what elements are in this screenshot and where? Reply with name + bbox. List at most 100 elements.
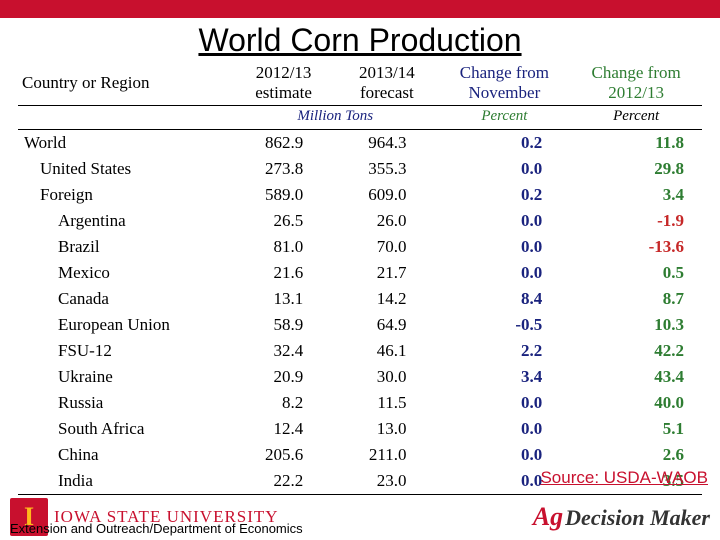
cell-forecast: 30.0: [335, 364, 438, 390]
cell-forecast: 609.0: [335, 182, 438, 208]
cell-forecast: 70.0: [335, 234, 438, 260]
cell-estimate: 21.6: [232, 260, 335, 286]
cell-name: Argentina: [18, 208, 232, 234]
cell-change-yr: 0.5: [570, 260, 702, 286]
cell-forecast: 11.5: [335, 390, 438, 416]
cell-change-nov: 0.2: [439, 130, 571, 157]
units-pct-nov: Percent: [439, 106, 571, 130]
source-label: Source: USDA-WAOB: [540, 468, 708, 488]
cell-estimate: 273.8: [232, 156, 335, 182]
footer-department: Extension and Outreach/Department of Eco…: [10, 521, 303, 536]
cell-change-yr: 2.6: [570, 442, 702, 468]
cell-forecast: 211.0: [335, 442, 438, 468]
cell-forecast: 14.2: [335, 286, 438, 312]
cell-estimate: 26.5: [232, 208, 335, 234]
cell-change-nov: -0.5: [439, 312, 571, 338]
table-row: United States273.8355.30.029.8: [18, 156, 702, 182]
table-row: Russia8.211.50.040.0: [18, 390, 702, 416]
cell-name: World: [18, 130, 232, 157]
units-row: Million Tons Percent Percent: [18, 106, 702, 130]
cell-change-yr: 8.7: [570, 286, 702, 312]
cell-change-yr: 40.0: [570, 390, 702, 416]
units-tons: Million Tons: [232, 106, 439, 130]
cell-forecast: 355.3: [335, 156, 438, 182]
page-title: World Corn Production: [0, 22, 720, 59]
cell-name: European Union: [18, 312, 232, 338]
cell-name: South Africa: [18, 416, 232, 442]
cell-name: Brazil: [18, 234, 232, 260]
cell-change-yr: 42.2: [570, 338, 702, 364]
cell-estimate: 22.2: [232, 468, 335, 495]
table-row: Foreign589.0609.00.23.4: [18, 182, 702, 208]
cell-change-nov: 8.4: [439, 286, 571, 312]
table-row: European Union58.964.9-0.510.3: [18, 312, 702, 338]
ag-decision-maker-logo: Ag Decision Maker: [533, 502, 710, 532]
table-row: Canada13.114.28.48.7: [18, 286, 702, 312]
cell-change-nov: 0.0: [439, 442, 571, 468]
cell-change-nov: 0.0: [439, 234, 571, 260]
table-row: FSU-1232.446.12.242.2: [18, 338, 702, 364]
header-change-yr: Change from 2012/13: [570, 61, 702, 106]
cell-name: Canada: [18, 286, 232, 312]
cell-estimate: 862.9: [232, 130, 335, 157]
cell-estimate: 205.6: [232, 442, 335, 468]
cell-estimate: 8.2: [232, 390, 335, 416]
cell-change-yr: 43.4: [570, 364, 702, 390]
cell-forecast: 964.3: [335, 130, 438, 157]
cell-name: Russia: [18, 390, 232, 416]
cell-change-nov: 0.0: [439, 416, 571, 442]
cell-change-nov: 3.4: [439, 364, 571, 390]
table-row: South Africa12.413.00.05.1: [18, 416, 702, 442]
cell-name: Mexico: [18, 260, 232, 286]
cell-change-nov: 0.0: [439, 208, 571, 234]
table-body: World862.9964.30.211.8United States273.8…: [18, 130, 702, 495]
cell-change-yr: -1.9: [570, 208, 702, 234]
cell-estimate: 13.1: [232, 286, 335, 312]
cell-change-nov: 0.2: [439, 182, 571, 208]
cell-forecast: 21.7: [335, 260, 438, 286]
header-country: Country or Region: [18, 61, 232, 106]
table-row: China205.6211.00.02.6: [18, 442, 702, 468]
cell-estimate: 58.9: [232, 312, 335, 338]
cell-change-nov: 0.0: [439, 260, 571, 286]
cell-change-yr: 3.4: [570, 182, 702, 208]
agd-ag: Ag: [533, 502, 563, 532]
production-table: Country or Region 2012/13 estimate 2013/…: [18, 61, 702, 495]
cell-forecast: 46.1: [335, 338, 438, 364]
header-estimate: 2012/13 estimate: [232, 61, 335, 106]
header-forecast: 2013/14 forecast: [335, 61, 438, 106]
cell-change-yr: 5.1: [570, 416, 702, 442]
cell-forecast: 13.0: [335, 416, 438, 442]
cell-forecast: 23.0: [335, 468, 438, 495]
cell-change-nov: 0.0: [439, 156, 571, 182]
cell-forecast: 26.0: [335, 208, 438, 234]
table-row: World862.9964.30.211.8: [18, 130, 702, 157]
table-row: Brazil81.070.00.0-13.6: [18, 234, 702, 260]
cell-name: Ukraine: [18, 364, 232, 390]
cell-estimate: 81.0: [232, 234, 335, 260]
header-change-nov: Change from November: [439, 61, 571, 106]
cell-change-yr: 11.8: [570, 130, 702, 157]
cell-name: India: [18, 468, 232, 495]
table-row: Argentina26.526.00.0-1.9: [18, 208, 702, 234]
cell-name: FSU-12: [18, 338, 232, 364]
cell-change-yr: 10.3: [570, 312, 702, 338]
cell-change-yr: 29.8: [570, 156, 702, 182]
cell-estimate: 12.4: [232, 416, 335, 442]
cell-change-yr: -13.6: [570, 234, 702, 260]
cell-name: China: [18, 442, 232, 468]
cell-estimate: 32.4: [232, 338, 335, 364]
cell-forecast: 64.9: [335, 312, 438, 338]
cell-change-nov: 0.0: [439, 390, 571, 416]
table-row: Mexico21.621.70.00.5: [18, 260, 702, 286]
cell-estimate: 589.0: [232, 182, 335, 208]
top-red-bar: [0, 0, 720, 18]
header-row: Country or Region 2012/13 estimate 2013/…: [18, 61, 702, 106]
cell-name: Foreign: [18, 182, 232, 208]
table-row: Ukraine20.930.03.443.4: [18, 364, 702, 390]
cell-change-nov: 2.2: [439, 338, 571, 364]
table-container: Country or Region 2012/13 estimate 2013/…: [0, 61, 720, 495]
cell-estimate: 20.9: [232, 364, 335, 390]
agd-rest: Decision Maker: [565, 505, 710, 531]
units-pct-yr: Percent: [570, 106, 702, 130]
